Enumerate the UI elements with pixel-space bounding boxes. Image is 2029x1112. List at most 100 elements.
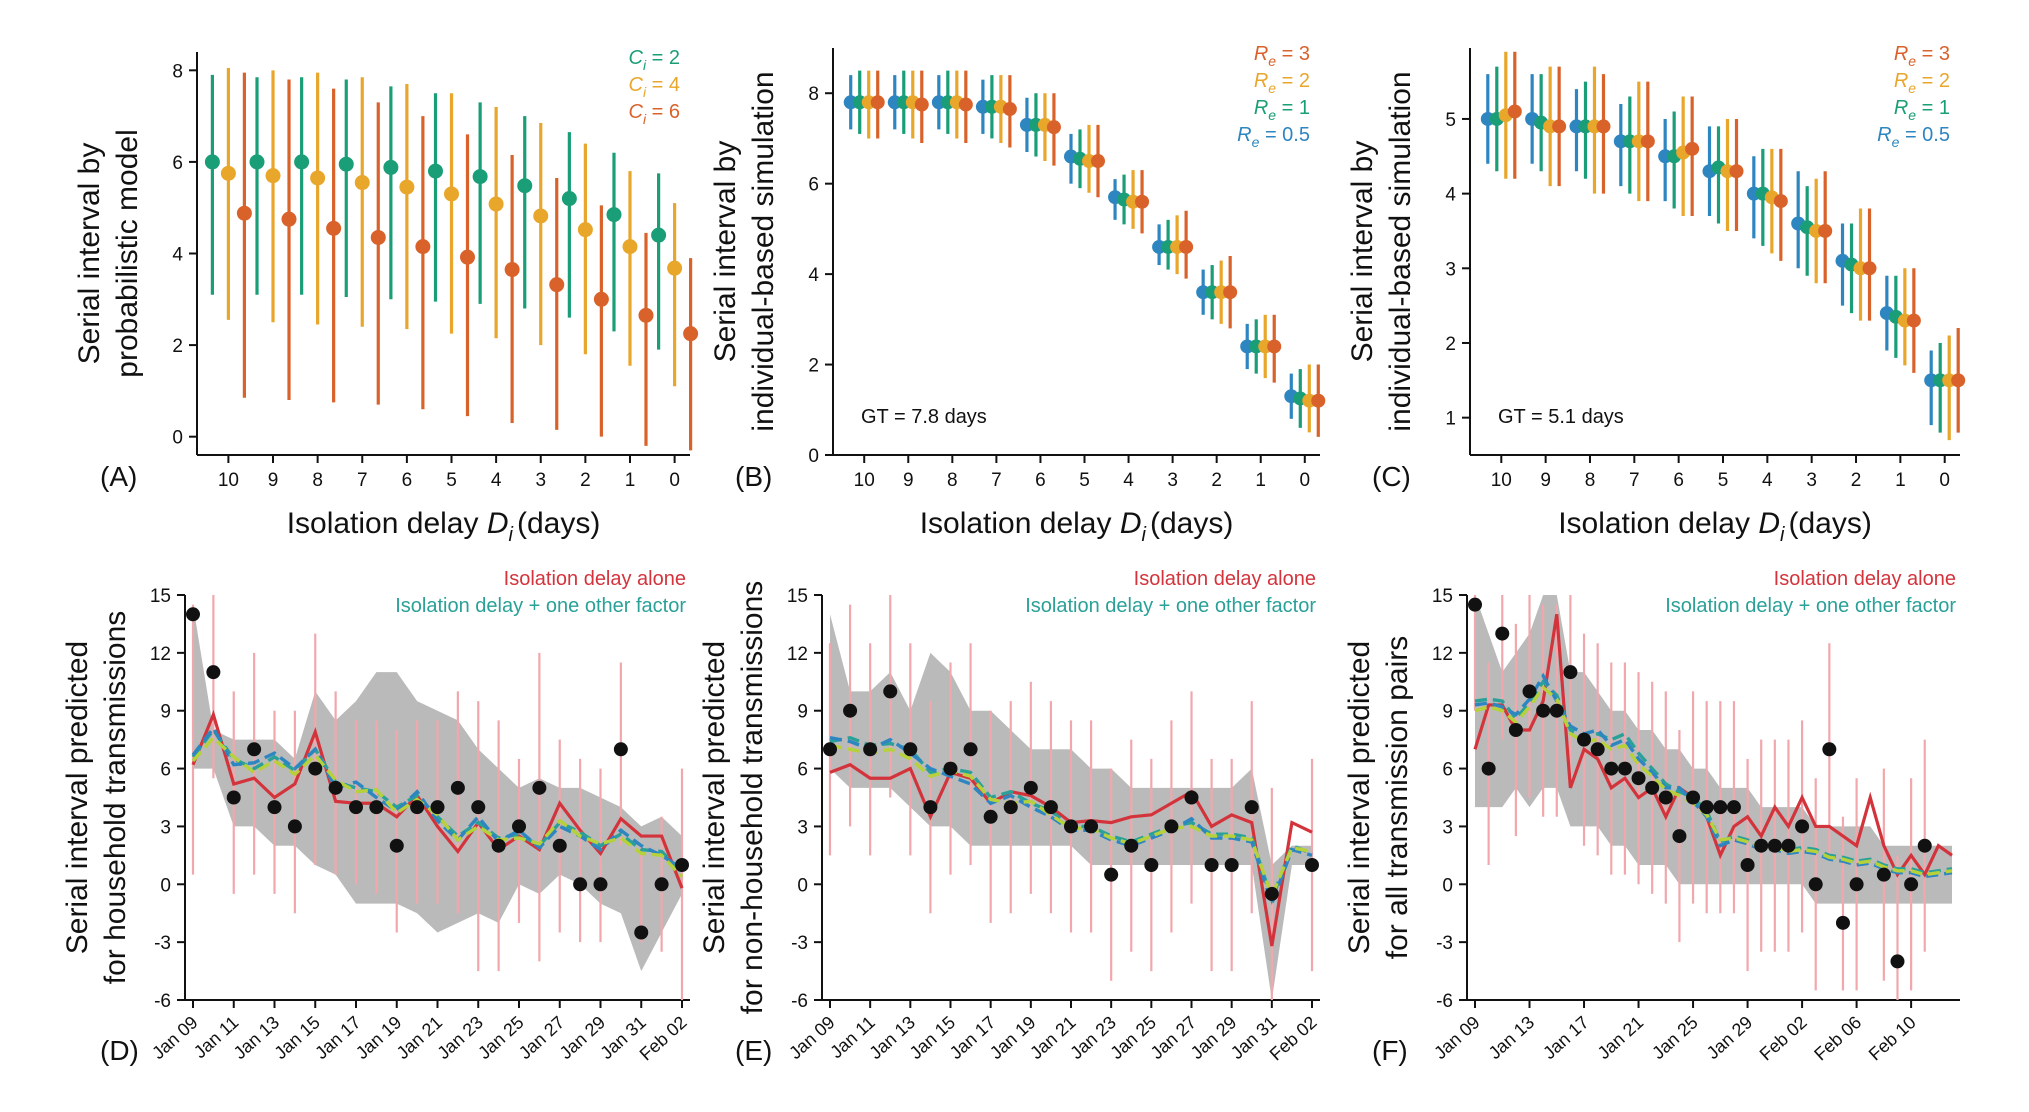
x-tick-label: Jan 09 bbox=[1430, 1012, 1484, 1063]
y-axis-title: Serial interval by individual-based simul… bbox=[1346, 71, 1417, 431]
legend-one-other-factor: Isolation delay + one other factor bbox=[395, 595, 686, 617]
data-point bbox=[517, 178, 533, 194]
y-tick-label: 15 bbox=[1432, 586, 1453, 607]
observed-point bbox=[675, 858, 689, 872]
x-tick-label: Jan 13 bbox=[230, 1012, 284, 1063]
observed-point bbox=[328, 780, 343, 795]
x-tick-label: 2 bbox=[1851, 470, 1862, 491]
legend-var: C bbox=[629, 101, 644, 123]
observed-point bbox=[430, 800, 445, 815]
observed-point bbox=[593, 877, 608, 892]
data-point bbox=[383, 159, 399, 175]
x-tick-label: 0 bbox=[1299, 470, 1310, 491]
observed-point bbox=[1577, 732, 1592, 747]
x-tick-label: 10 bbox=[854, 470, 875, 491]
x-tick-label: 6 bbox=[1673, 470, 1684, 491]
observed-point bbox=[963, 742, 978, 757]
data-point bbox=[1267, 339, 1282, 354]
y-tick-label: 8 bbox=[172, 61, 183, 82]
data-point bbox=[549, 277, 565, 293]
data-point bbox=[265, 168, 281, 184]
x-tick-label: Jan 29 bbox=[1703, 1012, 1757, 1063]
observed-point bbox=[247, 742, 262, 757]
y-tick-label: 1 bbox=[1445, 409, 1456, 430]
data-point bbox=[281, 211, 297, 227]
data-point bbox=[220, 165, 236, 181]
y-tick-label: 12 bbox=[150, 644, 171, 665]
observed-point bbox=[1563, 665, 1578, 680]
data-point bbox=[606, 207, 622, 223]
legend-var: C bbox=[629, 74, 644, 96]
legend-value: = 0.5 bbox=[1259, 124, 1310, 146]
data-point bbox=[1596, 119, 1611, 134]
x-axis-title: Isolation delay Di (days) bbox=[920, 507, 1234, 546]
observed-point bbox=[308, 761, 323, 776]
observed-point bbox=[1849, 877, 1864, 892]
one-other-factor-line bbox=[1474, 672, 1953, 879]
x-tick-label: 8 bbox=[1585, 470, 1596, 491]
x-tick-label: Jan 25 bbox=[1648, 1012, 1702, 1063]
legend-var: R bbox=[1894, 97, 1908, 119]
x-tick-label: 0 bbox=[669, 470, 680, 491]
observed-point bbox=[1808, 877, 1823, 892]
observed-point bbox=[471, 800, 486, 815]
data-point bbox=[577, 222, 593, 238]
y-tick-label: -3 bbox=[791, 933, 808, 954]
legend-sub: e bbox=[1252, 134, 1260, 150]
x-tick-label: 3 bbox=[1167, 470, 1178, 491]
observed-point bbox=[1164, 819, 1179, 834]
legend-var: R bbox=[1237, 124, 1251, 146]
observed-point bbox=[287, 819, 302, 834]
x-tick-label: 9 bbox=[1540, 470, 1551, 491]
x-tick-label: Jan 17 bbox=[1539, 1012, 1593, 1063]
legend-one-other-factor: Isolation delay + one other factor bbox=[1665, 595, 1956, 617]
y-axis-title: Serial interval predicted for household t… bbox=[61, 611, 132, 985]
y-axis-title-line: probabilistic model bbox=[111, 129, 144, 377]
x-tick-label: 9 bbox=[903, 470, 914, 491]
y-tick-label: 9 bbox=[1442, 702, 1453, 723]
data-point bbox=[1223, 285, 1238, 300]
data-point bbox=[415, 239, 431, 255]
x-axis-title-var: D bbox=[1758, 507, 1780, 540]
legend-entry: Ci = 4 bbox=[629, 74, 681, 100]
data-point bbox=[236, 205, 252, 221]
legend-sub: e bbox=[1908, 107, 1916, 123]
y-tick-label: -6 bbox=[791, 991, 808, 1012]
one-other-factor-line bbox=[191, 735, 684, 878]
observed-point bbox=[1224, 858, 1239, 872]
x-axis-title-sub: i bbox=[509, 524, 514, 546]
observed-point bbox=[1064, 819, 1078, 834]
observed-point bbox=[1104, 867, 1119, 882]
observed-point bbox=[1713, 800, 1728, 815]
observed-point bbox=[1264, 886, 1279, 901]
data-point bbox=[958, 97, 973, 112]
data-point bbox=[444, 186, 459, 202]
data-point bbox=[1135, 194, 1150, 209]
observed-point bbox=[226, 790, 241, 805]
y-tick-label: 8 bbox=[808, 84, 819, 105]
observed-point bbox=[1144, 858, 1159, 872]
x-axis-title: Isolation delay Di (days) bbox=[287, 507, 601, 546]
observed-point bbox=[823, 742, 837, 757]
x-tick-label: 0 bbox=[1939, 470, 1950, 491]
x-tick-label: Feb 10 bbox=[1865, 1012, 1920, 1064]
observed-point bbox=[1754, 838, 1769, 853]
legend-value: = 1 bbox=[1916, 97, 1950, 119]
observed-point bbox=[1890, 954, 1905, 969]
legend-entry: Re = 1 bbox=[1254, 97, 1310, 123]
x-axis-title-sub: i bbox=[1780, 524, 1785, 546]
x-axis-title: Isolation delay Di (days) bbox=[1558, 507, 1872, 546]
y-tick-label: -3 bbox=[1436, 933, 1453, 954]
x-tick-label: 8 bbox=[947, 470, 958, 491]
y-tick-label: 4 bbox=[172, 245, 183, 266]
panel-c: 1 2 3 4 5 Serial interval by individual-based … bbox=[1346, 43, 1966, 546]
observed-point bbox=[903, 742, 918, 757]
x-axis-title-prefix: Isolation delay bbox=[1558, 507, 1758, 540]
y-axis-title-line: Serial interval predicted bbox=[698, 641, 731, 955]
observed-point bbox=[1686, 790, 1701, 805]
x-tick-label: Jan 25 bbox=[474, 1012, 528, 1063]
x-axis-title-var: D bbox=[1120, 507, 1142, 540]
y-tick-label: 6 bbox=[797, 760, 808, 781]
observed-point bbox=[1305, 858, 1319, 872]
one-other-factor-line bbox=[191, 727, 684, 874]
